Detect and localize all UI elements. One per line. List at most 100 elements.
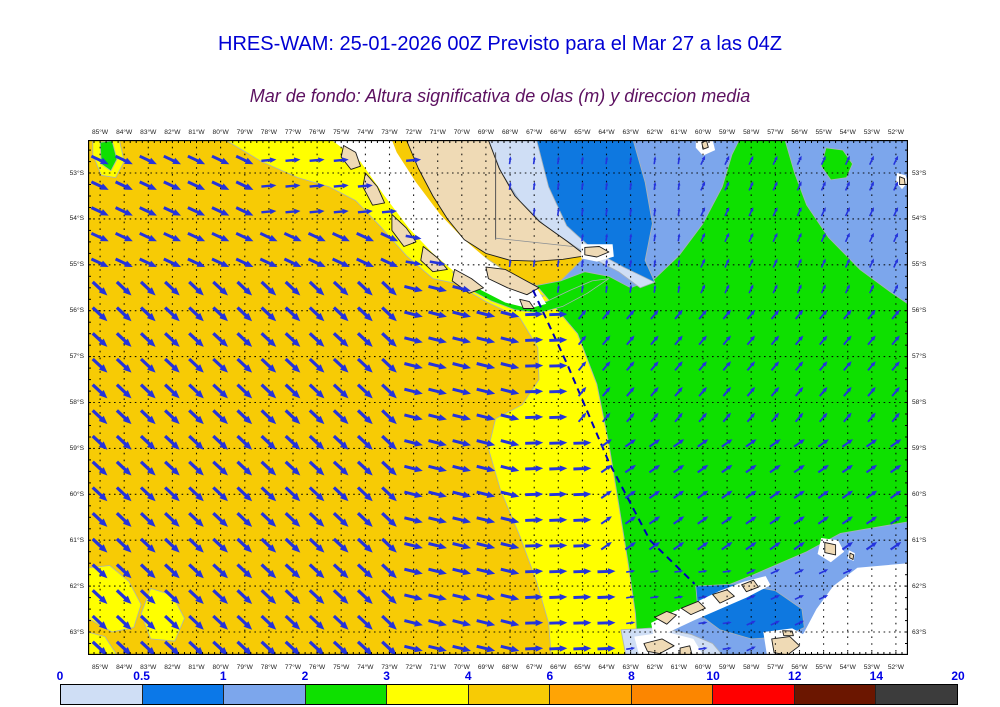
lon-label: 78°W	[260, 129, 277, 136]
lon-label: 59°W	[719, 664, 736, 671]
colorbar-value: 12	[788, 669, 802, 683]
lat-label: 55°S	[912, 261, 927, 269]
lon-label: 54°W	[839, 129, 856, 136]
archipelago-white-backdrop	[331, 140, 547, 309]
map-frame	[88, 140, 908, 655]
lon-label: 72°W	[405, 664, 422, 671]
fringe-island-3	[391, 213, 417, 247]
lon-label: 54°W	[839, 664, 856, 671]
cape-horn-islets	[519, 298, 535, 309]
bottom-west-island-1	[643, 638, 675, 655]
lon-label: 55°W	[815, 129, 832, 136]
chart-title: HRES-WAM: 25-01-2026 00Z Previsto para e…	[218, 33, 782, 55]
lon-label: 74°W	[357, 129, 374, 136]
colorbar-segment	[387, 685, 469, 704]
lon-label: 52°W	[887, 664, 905, 671]
colorbar-segment	[713, 685, 795, 704]
lon-label: 56°W	[791, 129, 808, 136]
lon-label: 70°W	[453, 664, 470, 671]
lon-label: 69°W	[477, 129, 495, 136]
fringe-island-2	[362, 172, 386, 206]
lon-label: 52°W	[887, 129, 905, 136]
fringe-island-5	[451, 268, 484, 294]
lon-label: 64°W	[598, 129, 615, 136]
lat-label: 58°S	[912, 399, 927, 407]
lat-label: 63°S	[69, 628, 84, 636]
colorbar-segment	[61, 685, 143, 704]
lon-label: 73°W	[381, 129, 398, 136]
lon-label: 85°W	[91, 664, 109, 671]
graticule	[88, 140, 908, 655]
colorbar-value: 8	[628, 669, 635, 683]
lon-label: 75°W	[333, 129, 350, 136]
lon-label: 65°W	[574, 129, 591, 136]
lat-label: 56°S	[912, 307, 927, 315]
lon-label: 78°W	[260, 664, 277, 671]
colorbar-segment	[794, 685, 877, 704]
colorbar-value: 10	[706, 669, 720, 683]
lon-label: 73°W	[381, 664, 398, 671]
lon-label: 68°W	[501, 664, 519, 671]
bottom-east-island-2	[782, 630, 794, 637]
lon-label: 83°W	[140, 129, 157, 136]
lat-label: 62°S	[912, 582, 927, 590]
shetland-halo	[651, 576, 771, 636]
lon-label: 57°W	[767, 129, 784, 136]
wave-direction-arrows	[90, 154, 902, 655]
clarence-island	[849, 552, 855, 560]
colorbar-value: 2	[301, 669, 309, 683]
lat-label: 59°S	[69, 444, 84, 452]
lon-label: 72°W	[405, 129, 422, 136]
lat-label: 60°S	[69, 490, 84, 498]
lat-label: 57°S	[912, 353, 927, 361]
colorbar-segment	[305, 685, 388, 704]
lon-label: 58°W	[743, 129, 760, 136]
dark-blue-atlantic	[536, 140, 656, 283]
lat-label: 61°S	[912, 536, 927, 544]
lon-label: 53°W	[863, 664, 880, 671]
lon-label: 69°W	[477, 664, 495, 671]
bottom-east-island-1	[771, 636, 800, 655]
colorbar-value: 0	[56, 669, 64, 683]
lon-label: 79°W	[236, 664, 253, 671]
lon-label: 58°W	[743, 664, 760, 671]
lon-label: 79°W	[236, 129, 253, 136]
lon-label: 64°W	[598, 664, 615, 671]
lon-label: 71°W	[429, 664, 446, 671]
lat-label: 63°S	[912, 628, 927, 636]
lon-label: 77°W	[284, 664, 302, 671]
lon-label: 61°W	[670, 129, 687, 136]
colorbar-segment	[224, 685, 306, 704]
staten-island	[584, 246, 610, 258]
field-regions	[88, 140, 908, 655]
lon-label: 56°W	[791, 664, 808, 671]
lon-label: 61°W	[670, 664, 687, 671]
sw-yellow-patch-1	[88, 565, 142, 633]
bottom-west-island-2	[679, 645, 693, 655]
lat-label: 60°S	[912, 490, 927, 498]
wave-field-svg	[88, 140, 908, 655]
lon-label: 59°W	[719, 129, 736, 136]
ne-green-patch	[820, 147, 853, 181]
lon-label: 63°W	[622, 129, 639, 136]
lon-label: 60°W	[694, 664, 712, 671]
lon-label: 68°W	[501, 129, 519, 136]
shetland-island-3	[712, 589, 735, 604]
lon-label: 85°W	[91, 129, 109, 136]
elephant-island	[824, 542, 837, 556]
lon-label: 82°W	[164, 664, 181, 671]
lon-label: 67°W	[526, 664, 543, 671]
chart-subtitle: Mar de fondo: Altura significativa de ol…	[249, 86, 751, 106]
shetland-island-1	[654, 610, 677, 625]
colorbar-value: 20	[951, 669, 965, 683]
lon-label: 62°W	[646, 129, 663, 136]
sw-yellow-patch-3	[88, 631, 118, 655]
lon-label: 77°W	[284, 129, 302, 136]
lat-label: 55°S	[69, 261, 84, 269]
lon-label: 63°W	[622, 664, 639, 671]
colorbar-value: 6	[546, 669, 554, 683]
lon-label: 66°W	[550, 129, 567, 136]
colorbar-segment	[142, 685, 225, 704]
lon-label: 67°W	[526, 129, 543, 136]
